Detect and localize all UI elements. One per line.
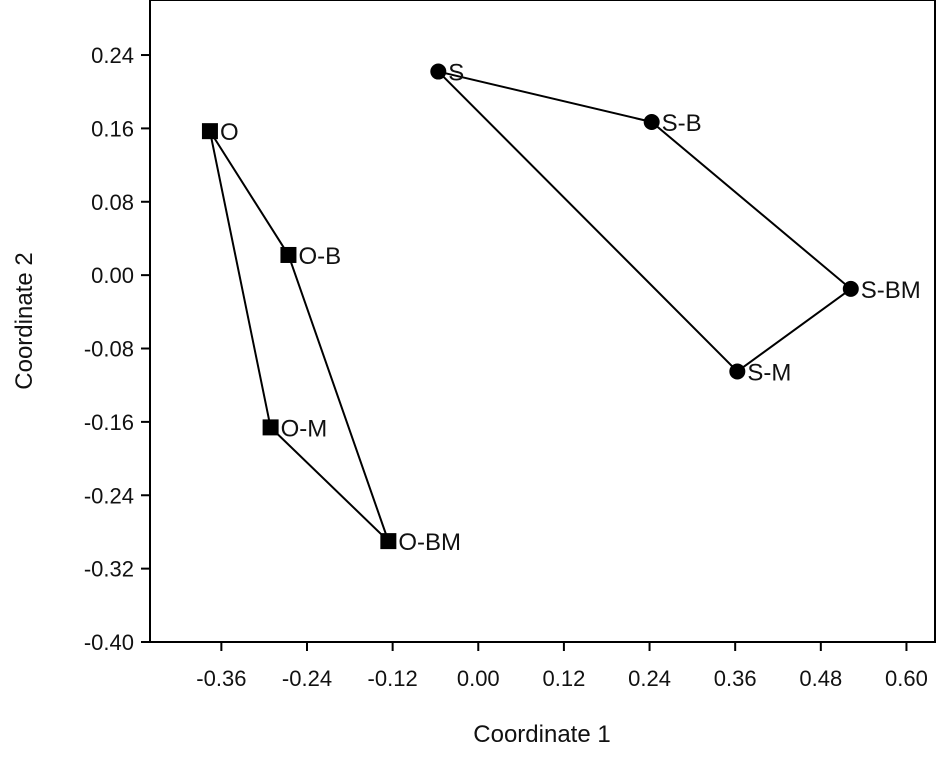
x-tick-label: 0.24 — [628, 666, 671, 691]
y-tick-label: -0.08 — [84, 337, 134, 362]
square-marker — [280, 246, 297, 263]
y-tick-label: 0.16 — [91, 116, 134, 141]
y-axis-title: Coordinate 2 — [11, 252, 38, 389]
square-marker — [201, 123, 218, 140]
x-tick-label: -0.36 — [196, 666, 246, 691]
x-tick-label: 0.60 — [885, 666, 928, 691]
point-label: O-B — [298, 243, 341, 270]
square-marker — [262, 419, 279, 436]
x-tick-label: -0.12 — [368, 666, 418, 691]
y-tick-label: 0.00 — [91, 263, 134, 288]
plot-frame — [149, 0, 936, 643]
y-tick-label: -0.24 — [84, 483, 134, 508]
x-axis-title: Coordinate 1 — [473, 721, 610, 748]
point-label: S-M — [747, 359, 791, 386]
group-hull-1 — [435, 69, 853, 373]
point-label: S-BM — [861, 277, 921, 304]
x-tick-label: 0.48 — [799, 666, 842, 691]
point-label: O — [220, 119, 239, 146]
circle-marker — [430, 63, 447, 80]
square-marker — [380, 533, 397, 550]
group-hull-0 — [208, 130, 390, 542]
circle-marker — [729, 363, 746, 380]
y-tick-label: -0.40 — [84, 630, 134, 655]
x-axis: -0.36 -0.24 -0.12 0.00 0.12 0.24 0.36 0.48 0.60 — [196, 642, 928, 691]
point-label: O-M — [281, 415, 328, 442]
convex-hulls — [208, 69, 853, 542]
x-tick-label: 0.36 — [714, 666, 757, 691]
circle-marker — [643, 113, 660, 130]
y-tick-label: -0.16 — [84, 410, 134, 435]
y-tick-label: 0.08 — [91, 190, 134, 215]
y-tick-label: 0.24 — [91, 43, 134, 68]
point-label: S-B — [662, 110, 702, 137]
point-label: S — [448, 60, 464, 87]
circle-marker — [842, 280, 859, 297]
y-axis: 0.24 0.16 0.08 0.00 -0.08 -0.16 -0.24 -0.32 -0.4… — [84, 43, 150, 655]
point-label: O-BM — [398, 529, 461, 556]
x-tick-label: 0.12 — [542, 666, 585, 691]
data-points: O O-B O-M O-BM S S-B S-BM S-M — [201, 60, 921, 556]
x-tick-label: -0.24 — [282, 666, 332, 691]
x-tick-label: 0.00 — [457, 666, 500, 691]
y-tick-label: -0.32 — [84, 557, 134, 582]
